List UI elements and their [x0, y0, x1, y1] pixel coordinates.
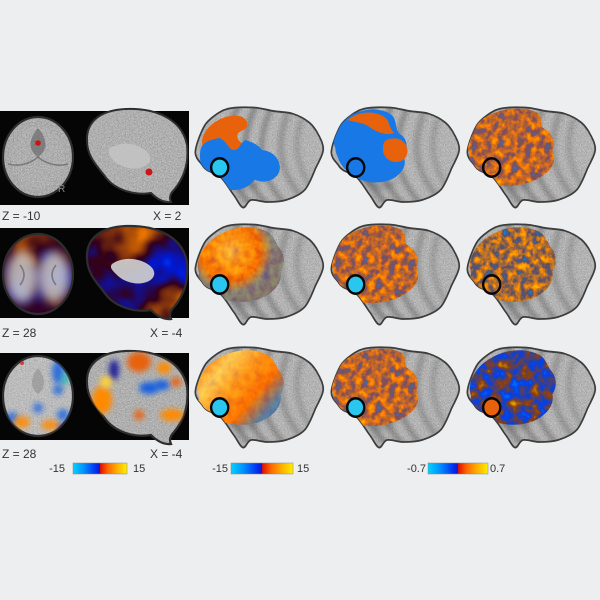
svg-text:X = -4: X = -4 — [150, 326, 183, 340]
svg-text:X = -4: X = -4 — [150, 447, 183, 461]
svg-text:0.7: 0.7 — [490, 463, 505, 475]
svg-text:Z = 28: Z = 28 — [2, 447, 37, 461]
svg-text:-0.7: -0.7 — [407, 463, 426, 475]
svg-text:15: 15 — [297, 463, 309, 475]
svg-text:Z = 28: Z = 28 — [2, 326, 37, 340]
svg-text:15: 15 — [133, 463, 145, 475]
svg-text:X = 2: X = 2 — [153, 209, 182, 223]
svg-text:-15: -15 — [212, 463, 228, 475]
svg-text:Z = -10: Z = -10 — [2, 209, 41, 223]
svg-text:-15: -15 — [49, 463, 65, 475]
svg-text:R: R — [58, 184, 65, 195]
